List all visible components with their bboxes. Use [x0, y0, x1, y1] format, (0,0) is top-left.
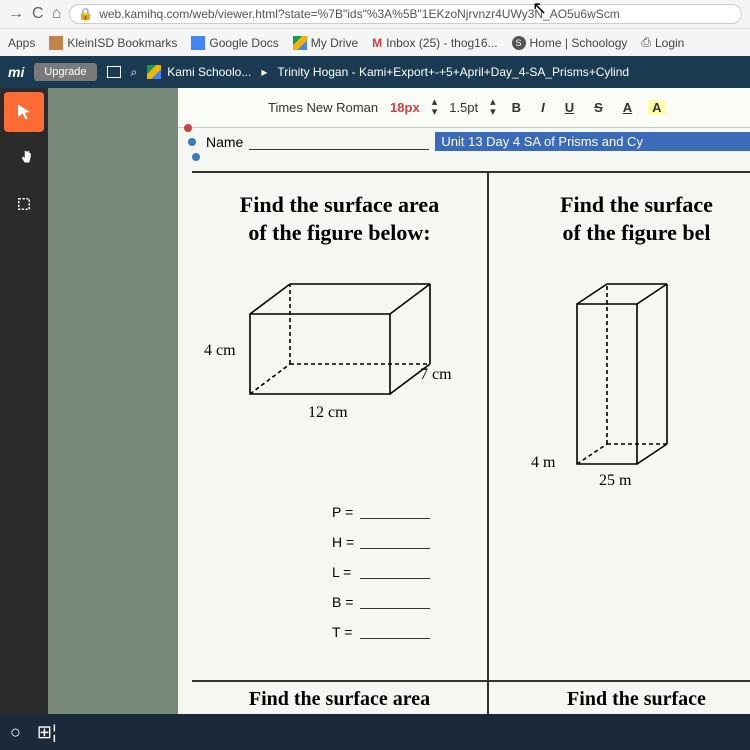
cursor-icon	[15, 103, 33, 121]
answer-b: B =	[332, 594, 467, 610]
document-canvas[interactable]: Times New Roman 18px ▴▾ 1.5pt ▴▾ B I U S…	[48, 88, 750, 714]
font-color-button[interactable]: A	[619, 100, 636, 115]
answer-blanks: P = H = L = B = T =	[332, 504, 467, 640]
answer-t: T =	[332, 624, 467, 640]
bold-button[interactable]: B	[508, 100, 525, 115]
bottom-title-left: Find the surface area	[192, 680, 487, 714]
url-bar[interactable]: 🔒 web.kamihq.com/web/viewer.html?state=%…	[69, 4, 742, 24]
left-toolbar	[0, 88, 48, 714]
bookmark-my-drive[interactable]: My Drive	[293, 36, 358, 50]
bookmark-kleinisd[interactable]: KleinISD Bookmarks	[49, 36, 177, 50]
problem-left: Find the surface area of the figure belo…	[192, 173, 489, 714]
header-row: Name Unit 13 Day 4 SA of Prisms and Cy	[178, 128, 750, 155]
bookmark-schoology[interactable]: S Home | Schoology	[512, 36, 628, 50]
bookmark-google-docs[interactable]: Google Docs	[191, 36, 278, 50]
home-button[interactable]: ⌂	[52, 5, 62, 23]
figure-right: 15 4 m 25 m	[509, 274, 750, 494]
anchor-top[interactable]	[184, 124, 192, 132]
select-tool[interactable]	[4, 92, 44, 132]
font-size-input[interactable]: 18px	[390, 100, 420, 115]
kami-tab[interactable]: Kami Schoolo...	[147, 65, 251, 79]
kami-logo: mi	[8, 64, 24, 80]
forward-button[interactable]: →	[8, 5, 24, 23]
unit-label[interactable]: Unit 13 Day 4 SA of Prisms and Cy	[435, 132, 750, 151]
problem-title-right: Find the surface of the figure bel	[509, 191, 750, 246]
lock-icon: 🔒	[78, 7, 93, 21]
bookmark-login[interactable]: ⎙ Login	[641, 35, 684, 50]
dim-width-r: 25 m	[599, 472, 631, 490]
kami-app-bar: mi Upgrade ⌕ Kami Schoolo... ▸ Trinity H…	[0, 56, 750, 88]
format-toolbar: Times New Roman 18px ▴▾ 1.5pt ▴▾ B I U S…	[178, 88, 750, 128]
bookmark-inbox[interactable]: M Inbox (25) - thog16...	[372, 36, 497, 50]
drive-icon	[293, 36, 307, 50]
document-page: Times New Roman 18px ▴▾ 1.5pt ▴▾ B I U S…	[178, 88, 750, 714]
problem-title: Find the surface area of the figure belo…	[212, 191, 467, 246]
apps-button[interactable]: Apps	[8, 36, 35, 50]
gmail-icon: M	[372, 36, 382, 50]
hand-tool[interactable]	[4, 138, 44, 178]
name-label: Name	[206, 134, 243, 150]
schoology-icon: S	[512, 36, 526, 50]
panel-icon[interactable]	[107, 66, 121, 78]
strike-button[interactable]: S	[590, 100, 607, 115]
chevron-right-icon: ▸	[261, 65, 267, 79]
anchor-bottom[interactable]	[192, 153, 200, 161]
reload-button[interactable]: C	[32, 5, 44, 23]
search-icon[interactable]: ⌕	[131, 65, 138, 80]
answer-p: P =	[332, 504, 467, 520]
line-height-stepper[interactable]: ▴▾	[490, 98, 496, 118]
italic-button[interactable]: I	[537, 100, 549, 115]
problem-right: Find the surface of the figure bel	[489, 173, 750, 714]
url-text: web.kamihq.com/web/viewer.html?state=%7B…	[99, 7, 620, 21]
dim-width: 12 cm	[308, 404, 348, 422]
name-input-line[interactable]	[249, 134, 429, 150]
main-area: Times New Roman 18px ▴▾ 1.5pt ▴▾ B I U S…	[0, 88, 750, 714]
apps-label: Apps	[8, 36, 35, 50]
login-icon: ⎙	[641, 35, 651, 50]
anchor-left[interactable]	[188, 138, 196, 146]
upgrade-button[interactable]: Upgrade	[34, 63, 96, 81]
answer-l: L =	[332, 564, 467, 580]
bottom-title-right: Find the surface	[489, 680, 750, 714]
bookmark-icon	[49, 36, 63, 50]
cortana-icon[interactable]: ○	[10, 722, 21, 743]
font-size-stepper[interactable]: ▴▾	[432, 98, 438, 118]
worksheet-grid: Find the surface area of the figure belo…	[192, 171, 750, 714]
task-view-icon[interactable]: ⊞¦	[37, 722, 57, 743]
crop-tool[interactable]	[4, 184, 44, 224]
docs-icon	[191, 36, 205, 50]
highlight-button[interactable]: A	[648, 100, 665, 115]
hand-icon	[15, 149, 33, 167]
bookmarks-bar: Apps KleinISD Bookmarks Google Docs My D…	[0, 28, 750, 56]
windows-taskbar: ○ ⊞¦	[0, 714, 750, 750]
dim-depth: 7 cm	[420, 366, 452, 384]
crop-icon	[15, 195, 33, 213]
line-height-input[interactable]: 1.5pt	[449, 100, 478, 115]
tall-prism	[557, 274, 717, 474]
rectangular-prism	[230, 274, 450, 404]
figure-left: 4 cm 7 cm 12 cm	[212, 274, 467, 454]
font-family-select[interactable]: Times New Roman	[268, 100, 378, 115]
answer-h: H =	[332, 534, 467, 550]
browser-nav-bar: → C ⌂ 🔒 web.kamihq.com/web/viewer.html?s…	[0, 0, 750, 28]
dim-depth-r: 4 m	[531, 454, 555, 472]
document-title: Trinity Hogan - Kami+Export+-+5+April+Da…	[277, 65, 629, 79]
drive-icon	[147, 65, 161, 79]
dim-height: 4 cm	[204, 342, 236, 360]
underline-button[interactable]: U	[561, 100, 578, 115]
